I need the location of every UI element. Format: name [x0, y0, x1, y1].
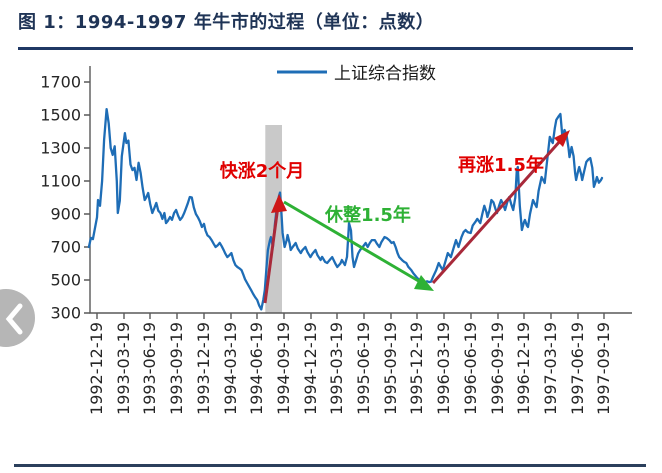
x-tick-label: 1995-03-19 — [327, 322, 346, 415]
consolidation-label: 休整1.5年 — [324, 204, 411, 226]
x-tick-label: 1997-09-19 — [594, 322, 613, 415]
rally1-arrow — [263, 194, 287, 304]
bottom-divider — [14, 464, 646, 467]
x-tick-label: 1994-09-19 — [274, 322, 293, 415]
y-tick-label: 1700 — [40, 73, 81, 92]
legend: 上证综合指数 — [277, 64, 436, 84]
x-tick-label: 1996-12-19 — [514, 322, 533, 415]
x-tick-label: 1997-06-19 — [568, 322, 587, 415]
rally2-arrow — [431, 130, 570, 285]
x-axis-ticks — [96, 313, 605, 319]
x-tick-label: 1994-03-19 — [221, 322, 240, 415]
consolidation-arrow — [283, 200, 434, 291]
x-tick-label: 1993-06-19 — [140, 322, 159, 415]
rally2-label: 再涨1.5年 — [458, 154, 544, 176]
x-tick-label: 1992-12-19 — [87, 322, 106, 415]
axis-lines — [89, 66, 632, 314]
x-tick-label: 1996-03-19 — [434, 322, 453, 415]
y-tick-label: 1500 — [40, 106, 81, 125]
y-tick-label: 300 — [50, 304, 81, 323]
y-tick-label: 900 — [50, 205, 81, 224]
x-tick-label: 1995-12-19 — [407, 322, 426, 415]
figure-title: 图 1：1994-1997 年牛市的过程（单位：点数） — [18, 12, 435, 33]
y-axis-ticks — [84, 81, 90, 314]
y-tick-label: 500 — [50, 271, 81, 290]
x-tick-label: 1993-09-19 — [167, 322, 186, 415]
rally1-label: 快涨2个月 — [220, 160, 305, 182]
x-tick-label: 1995-06-19 — [354, 322, 373, 415]
legend-label: 上证综合指数 — [334, 64, 436, 84]
chevron-left-icon — [5, 303, 23, 335]
y-tick-label: 700 — [50, 238, 81, 257]
title-divider — [18, 47, 633, 50]
y-tick-label: 1100 — [40, 172, 81, 191]
x-tick-label: 1993-12-19 — [194, 322, 213, 415]
x-tick-label: 1994-12-19 — [301, 322, 320, 415]
y-tick-label: 1300 — [40, 139, 81, 158]
x-tick-label: 1993-03-19 — [114, 322, 133, 415]
x-tick-label: 1996-06-19 — [461, 322, 480, 415]
x-tick-label: 1994-06-19 — [247, 322, 266, 415]
x-tick-label: 1997-03-19 — [541, 322, 560, 415]
index-line — [87, 107, 604, 311]
x-tick-label: 1996-09-19 — [488, 322, 507, 415]
x-tick-label: 1995-09-19 — [381, 322, 400, 415]
